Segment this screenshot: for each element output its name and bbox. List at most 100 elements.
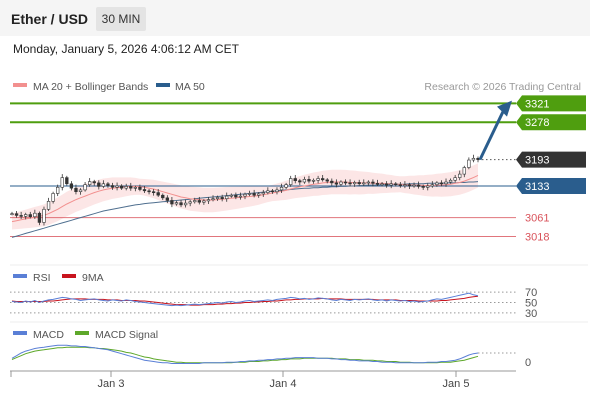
- candle-body: [56, 186, 60, 194]
- candle-body: [307, 179, 311, 182]
- candle-body: [206, 199, 211, 202]
- candle-body: [106, 183, 110, 186]
- candle-body: [444, 181, 448, 185]
- candle-body: [252, 193, 256, 196]
- macd-legend-swatch: [13, 331, 27, 335]
- ma20-legend-label: MA 20 + Bollinger Bands: [33, 81, 148, 93]
- candle-body: [380, 183, 384, 186]
- candle-body: [215, 197, 220, 200]
- candle-body: [348, 182, 352, 185]
- candle-body: [174, 202, 179, 205]
- candle-body: [321, 178, 325, 181]
- macd-signal-line: [11, 346, 479, 364]
- rsi-ma-legend-label: 9MA: [82, 272, 104, 284]
- candle-body: [142, 189, 147, 192]
- candle-body: [24, 214, 28, 217]
- macd-panel: 0: [11, 344, 531, 369]
- candle-body: [430, 184, 434, 187]
- candle-body: [46, 201, 51, 210]
- level-label-resistance: 3278: [525, 117, 549, 129]
- candle-body: [325, 179, 329, 182]
- candle-body: [10, 213, 14, 215]
- candle-body: [403, 184, 407, 186]
- candle-body: [19, 215, 23, 217]
- candle-body: [83, 184, 87, 191]
- candle-body: [161, 194, 165, 199]
- candle-body: [129, 186, 133, 189]
- candle-body: [234, 194, 238, 198]
- candle-body: [352, 182, 357, 185]
- candle-body: [471, 157, 476, 161]
- candle-body: [188, 201, 192, 204]
- ma50-legend-label: MA 50: [175, 81, 205, 93]
- candle-body: [293, 178, 297, 181]
- candle-body: [119, 185, 124, 189]
- time-tick-label: Jan 4: [270, 378, 297, 390]
- candle-body: [266, 190, 270, 193]
- price-panel: 3321 3278 3193 3133 3061 3018: [10, 95, 586, 244]
- candle-body: [88, 181, 92, 185]
- candle-body: [279, 186, 284, 191]
- candle-body: [416, 184, 421, 187]
- candle-body: [193, 200, 197, 203]
- candle-body: [138, 186, 142, 190]
- candle-body: [211, 198, 215, 201]
- candle-body: [238, 195, 243, 198]
- candle-body: [421, 186, 425, 188]
- candle-body: [448, 179, 453, 183]
- candle-body: [92, 181, 96, 184]
- forecast-arrow-shaft: [478, 111, 505, 161]
- candle-body: [357, 182, 361, 185]
- rsi-tick-label: 50: [525, 298, 537, 310]
- candle-body: [151, 191, 156, 193]
- candle-body: [147, 190, 151, 193]
- level-badge-current: [516, 151, 586, 168]
- ma20-legend-swatch: [13, 83, 27, 87]
- rsi-legend-swatch: [13, 274, 27, 278]
- candle-body: [458, 173, 462, 178]
- candle-body: [302, 179, 307, 183]
- candle-body: [69, 183, 74, 189]
- candle-body: [229, 194, 233, 197]
- candle-body: [467, 159, 471, 168]
- candle-body: [284, 184, 288, 188]
- candle-body: [362, 182, 366, 185]
- candle-body: [384, 183, 389, 186]
- candle-body: [133, 186, 138, 189]
- rsi-legend-label: RSI: [33, 272, 51, 284]
- candle-body: [202, 200, 206, 203]
- candle-body: [439, 182, 444, 185]
- candle-body: [78, 189, 83, 192]
- candle-body: [257, 193, 261, 196]
- candle-body: [101, 183, 106, 187]
- candle-body: [156, 192, 160, 196]
- time-tick-label: Jan 5: [443, 378, 470, 390]
- candle-body: [398, 184, 402, 186]
- candle-body: [74, 187, 78, 192]
- candle-body: [339, 181, 343, 185]
- rsi-tick-label: 30: [525, 308, 537, 320]
- macd-signal-legend-label: MACD Signal: [95, 329, 158, 341]
- macd-tick-label: 0: [525, 357, 531, 369]
- candle-body: [225, 195, 229, 200]
- support-label: 3061: [525, 213, 549, 225]
- candle-body: [110, 185, 115, 188]
- candle-body: [170, 200, 174, 205]
- candle-body: [65, 177, 69, 185]
- candle-body: [412, 184, 416, 187]
- level-badge-resistance: [516, 114, 586, 131]
- header-bar: Ether / USD 30 MIN: [0, 0, 590, 36]
- candle-body: [330, 180, 334, 184]
- level-badge-pivot: [516, 177, 586, 194]
- candle-body: [298, 180, 302, 183]
- candle-body: [220, 197, 224, 200]
- candle-body: [97, 182, 101, 187]
- candle-body: [37, 212, 42, 223]
- candle-body: [124, 186, 128, 189]
- forecast-arrow-head: [497, 100, 512, 117]
- timeframe-button[interactable]: 30 MIN: [96, 7, 146, 31]
- candle-body: [275, 189, 279, 192]
- instrument-title: Ether / USD: [11, 11, 89, 27]
- candle-body: [60, 177, 64, 188]
